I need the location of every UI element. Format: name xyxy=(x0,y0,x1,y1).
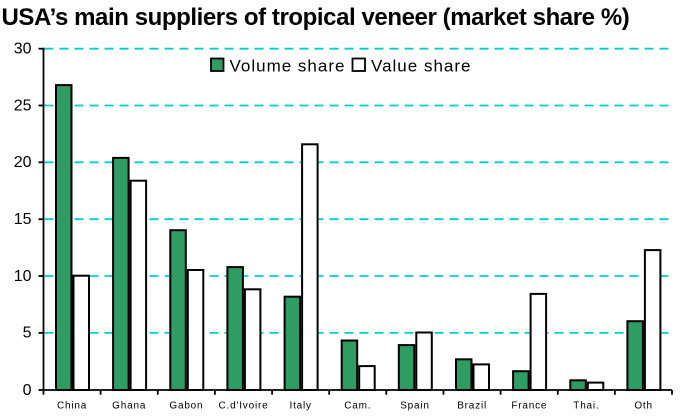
svg-text:15: 15 xyxy=(14,211,32,228)
svg-text:Volume share: Volume share xyxy=(230,57,346,76)
svg-text:France: France xyxy=(511,401,547,412)
svg-text:Spain: Spain xyxy=(400,401,430,412)
svg-text:30: 30 xyxy=(14,41,32,58)
svg-text:USA’s main suppliers of tropic: USA’s main suppliers of tropical veneer … xyxy=(2,4,630,31)
svg-text:Cam.: Cam. xyxy=(344,401,371,412)
svg-text:Brazil: Brazil xyxy=(457,401,487,412)
svg-text:0: 0 xyxy=(23,382,32,399)
svg-text:Oth: Oth xyxy=(634,401,653,412)
svg-text:5: 5 xyxy=(23,325,32,342)
svg-text:20: 20 xyxy=(14,154,32,171)
svg-text:China: China xyxy=(57,401,87,412)
svg-text:10: 10 xyxy=(14,268,32,285)
svg-text:Ghana: Ghana xyxy=(112,401,146,412)
svg-text:25: 25 xyxy=(14,97,32,114)
svg-text:Italy: Italy xyxy=(290,401,312,412)
svg-text:Value share: Value share xyxy=(371,57,471,76)
svg-text:Gabon: Gabon xyxy=(169,401,203,412)
svg-text:C.d'Ivoire: C.d'Ivoire xyxy=(219,401,269,412)
svg-text:Thai.: Thai. xyxy=(573,401,599,412)
